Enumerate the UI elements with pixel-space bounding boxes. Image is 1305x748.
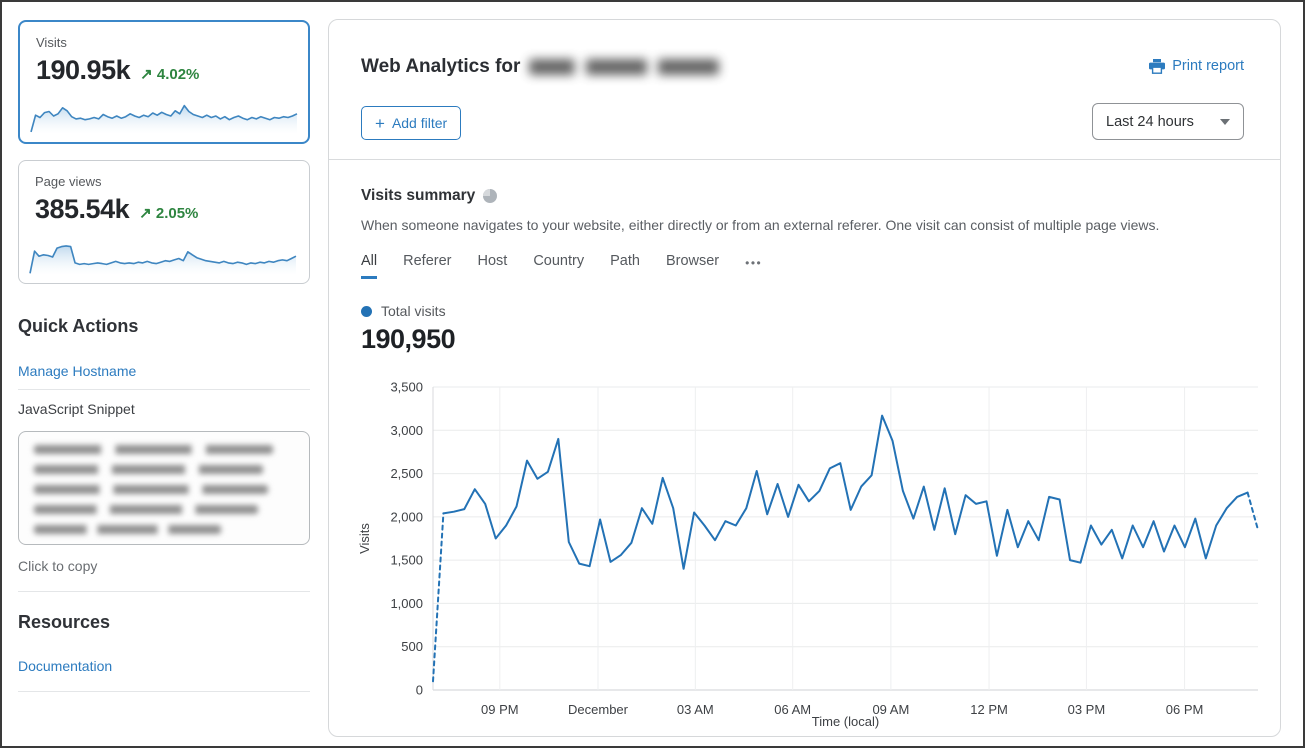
quick-actions-title: Quick Actions — [18, 316, 139, 336]
visits-card-value: 190.95k — [36, 55, 131, 85]
blurred-code-line — [34, 525, 222, 534]
divider — [18, 691, 310, 692]
page-title: Web Analytics for — [361, 56, 720, 78]
blurred-code-line — [34, 505, 258, 514]
svg-text:2,500: 2,500 — [390, 466, 423, 481]
manage-hostname-link[interactable]: Manage Hostname — [18, 363, 137, 379]
svg-text:03 PM: 03 PM — [1068, 702, 1106, 717]
add-filter-button[interactable]: + Add filter — [361, 106, 462, 140]
svg-text:06 AM: 06 AM — [774, 702, 811, 717]
more-tabs-button[interactable]: ••• — [745, 256, 763, 270]
svg-text:0: 0 — [416, 683, 423, 698]
chevron-down-icon — [1220, 118, 1230, 125]
js-snippet-box[interactable] — [18, 431, 310, 545]
tab-country[interactable]: Country — [533, 253, 585, 269]
legend-dot-icon — [361, 305, 372, 317]
visits-card-row: 190.95k ↗ 4.02% — [36, 55, 292, 86]
tab-path[interactable]: Path — [610, 253, 640, 269]
print-report-label: Print report — [1172, 58, 1244, 74]
total-visits-value: 190,950 — [361, 324, 456, 354]
pageviews-card-row: 385.54k ↗ 2.05% — [35, 194, 293, 225]
svg-text:3,000: 3,000 — [390, 423, 423, 438]
svg-text:09 AM: 09 AM — [872, 702, 909, 717]
printer-icon — [1149, 58, 1166, 74]
svg-text:Visits: Visits — [357, 523, 372, 554]
add-filter-label: Add filter — [391, 115, 448, 131]
main-panel: Web Analytics for Print report + Add fil… — [328, 19, 1281, 737]
visits-card-label: Visits — [36, 35, 67, 50]
svg-text:03 AM: 03 AM — [677, 702, 714, 717]
blurred-code-line — [34, 465, 263, 474]
pageviews-card-value: 385.54k — [35, 194, 130, 224]
legend-label: Total visits — [381, 303, 446, 319]
time-range-value: Last 24 hours — [1106, 113, 1194, 130]
visits-summary-description: When someone navigates to your website, … — [361, 217, 1160, 233]
visits-summary-title: Visits summary — [361, 187, 498, 205]
visits-card-delta: ↗ 4.02% — [140, 65, 199, 83]
tab-host[interactable]: Host — [477, 253, 508, 269]
click-to-copy-hint: Click to copy — [18, 558, 98, 574]
tab-all[interactable]: All — [361, 253, 378, 279]
svg-text:2,000: 2,000 — [390, 509, 423, 524]
visits-metric-card[interactable]: Visits 190.95k ↗ 4.02% — [18, 20, 310, 144]
visits-delta-value: 4.02% — [156, 66, 200, 83]
page-title-text: Web Analytics for — [361, 56, 521, 77]
help-pie-icon[interactable] — [483, 189, 498, 203]
svg-text:500: 500 — [401, 639, 423, 654]
svg-text:3,500: 3,500 — [390, 380, 423, 395]
svg-text:December: December — [568, 702, 629, 717]
javascript-snippet-label: JavaScript Snippet — [18, 401, 135, 417]
blurred-code-line — [34, 445, 274, 454]
header-divider — [329, 159, 1280, 160]
tab-browser[interactable]: Browser — [665, 253, 720, 269]
summary-tabs: All Referer Host Country Path Browser ••… — [361, 253, 762, 279]
time-range-dropdown[interactable]: Last 24 hours — [1092, 103, 1244, 140]
tab-referer[interactable]: Referer — [403, 253, 452, 269]
svg-text:12 PM: 12 PM — [970, 702, 1008, 717]
divider — [18, 389, 310, 390]
pageviews-card-delta: ↗ 2.05% — [139, 204, 198, 222]
visits-sparkline — [30, 104, 298, 134]
plus-icon: + — [375, 113, 385, 133]
svg-text:09 PM: 09 PM — [481, 702, 519, 717]
documentation-link[interactable]: Documentation — [18, 658, 113, 674]
blurred-code-line — [34, 485, 268, 494]
pageviews-delta-value: 2.05% — [155, 205, 199, 222]
pageviews-card-label: Page views — [35, 174, 102, 189]
pageviews-sparkline — [29, 245, 297, 275]
visits-summary-title-text: Visits summary — [361, 187, 476, 204]
svg-text:06 PM: 06 PM — [1166, 702, 1204, 717]
pageviews-metric-card[interactable]: Page views 385.54k ↗ 2.05% — [18, 160, 310, 284]
svg-text:1,500: 1,500 — [390, 553, 423, 568]
resources-title: Resources — [18, 612, 111, 632]
divider — [18, 591, 310, 592]
print-report-link[interactable]: Print report — [1149, 58, 1244, 74]
sidebar: Visits 190.95k ↗ 4.02% Page views 385.54… — [18, 20, 310, 734]
trend-up-icon: ↗ — [139, 205, 152, 222]
svg-text:Time (local): Time (local) — [812, 714, 879, 729]
svg-text:1,000: 1,000 — [390, 596, 423, 611]
chart-legend: Total visits — [361, 303, 446, 319]
blurred-domain — [529, 59, 720, 75]
trend-up-icon: ↗ — [140, 66, 153, 83]
visits-chart: 0 500 1,000 1,500 2,000 2,500 3,000 3,500 09 PM D… — [357, 380, 1259, 729]
